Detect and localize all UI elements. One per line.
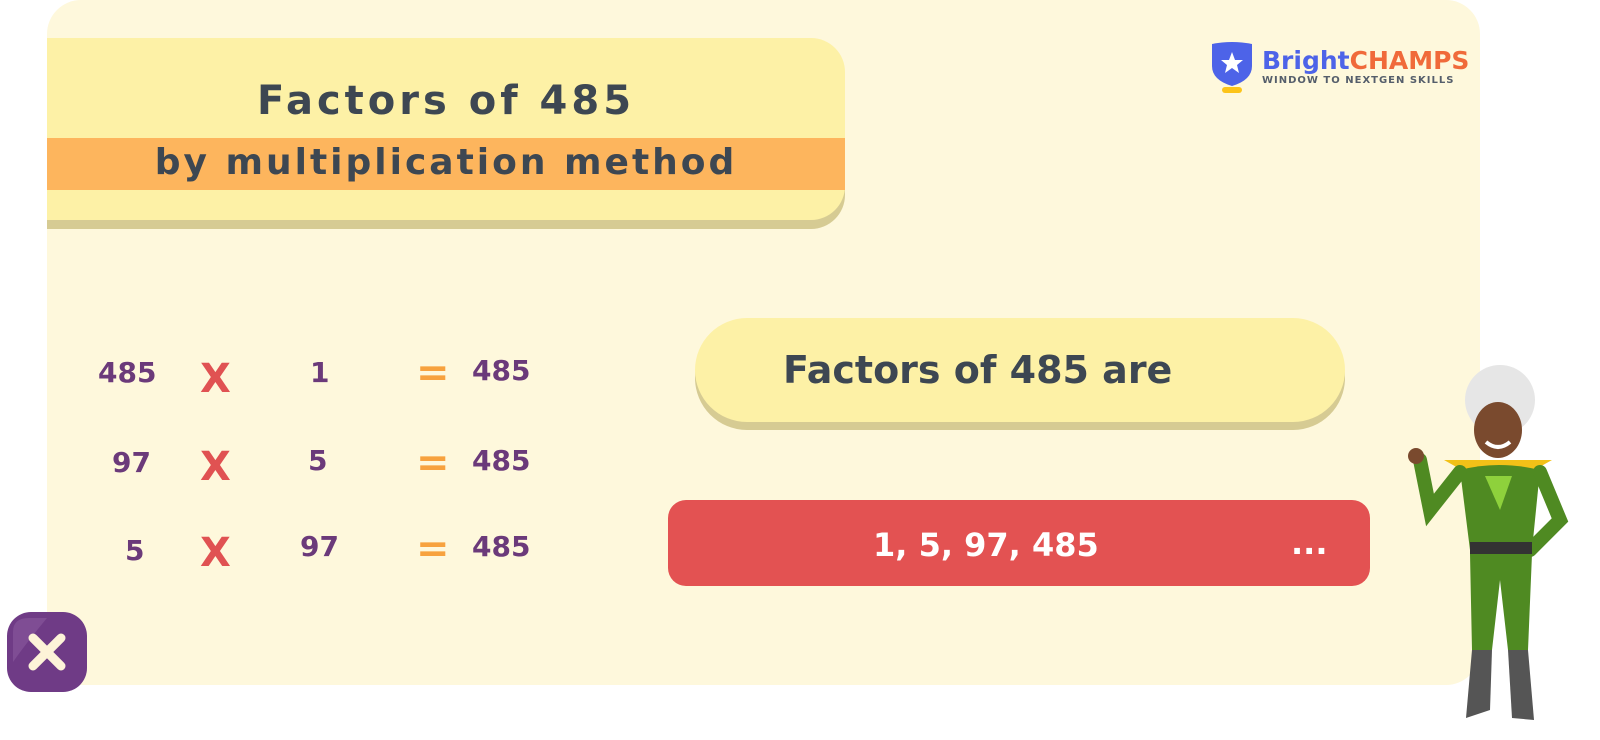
times-sign: X (200, 530, 231, 576)
factors-list: 1, 5, 97, 485 (873, 526, 1099, 564)
factor-a: 5 (125, 534, 145, 567)
teacher-character (1408, 365, 1569, 720)
factor-b: 97 (300, 530, 339, 563)
close-x-icon (13, 618, 66, 671)
brand-name-part2: CHAMPS (1349, 46, 1470, 75)
factors-label-pill: Factors of 485 are (695, 318, 1345, 422)
factors-result-bar: 1, 5, 97, 485 ... (668, 500, 1370, 586)
times-sign: X (200, 444, 231, 490)
equals-sign: = (416, 526, 450, 572)
shield-star-icon (1212, 42, 1252, 93)
brand-tagline: WINDOW TO NEXTGEN SKILLS (1262, 75, 1455, 86)
equals-sign: = (416, 350, 450, 396)
product: 485 (472, 354, 531, 387)
brightchamps-logo: BrightCHAMPS WINDOW TO NEXTGEN SKILLS (1210, 40, 1469, 98)
product: 485 (472, 530, 531, 563)
factor-b: 5 (308, 444, 328, 477)
title-box: Factors of 485 by multiplication method (47, 38, 845, 220)
page-title: Factors of 485 (256, 78, 636, 124)
factor-b: 1 (310, 356, 330, 389)
close-button[interactable] (7, 612, 87, 692)
equals-sign: = (416, 440, 450, 486)
times-sign: X (200, 356, 231, 402)
ellipsis: ... (1291, 524, 1328, 562)
factor-a: 485 (98, 356, 157, 389)
product: 485 (472, 444, 531, 477)
subtitle-band (47, 138, 845, 190)
page-subtitle: by multiplication method (154, 142, 738, 183)
factors-label: Factors of 485 are (783, 348, 1173, 392)
brand-name-part1: Bright (1262, 46, 1350, 75)
factor-a: 97 (112, 446, 151, 479)
